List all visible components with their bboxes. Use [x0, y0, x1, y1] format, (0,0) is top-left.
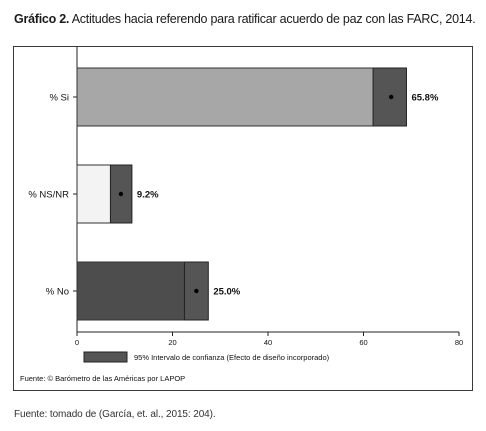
category-label: % Si — [49, 93, 69, 104]
x-tick-label: 60 — [359, 338, 367, 347]
bar-chart: 0 20 40 60 80 % Si 65.8% % NS/NR 9.2% % No 25.0% 95… — [28, 47, 463, 363]
x-tick-label: 20 — [168, 338, 176, 347]
data-label: 9.2% — [137, 190, 159, 201]
bar — [76, 261, 197, 321]
data-label: 65.8% — [411, 93, 438, 104]
legend-swatch — [83, 351, 128, 363]
category-label: % NS/NR — [28, 190, 69, 201]
point-estimate — [388, 94, 394, 100]
chart-source-note: Fuente: © Barómetro de las Américas por … — [20, 374, 186, 383]
x-tick-label: 80 — [455, 338, 463, 347]
data-label: 25.0% — [213, 287, 240, 298]
bar — [76, 67, 392, 127]
footer-source: Fuente: tomado de (García, et. al., 2015… — [14, 409, 216, 420]
point-estimate — [194, 288, 199, 294]
chart-caption: Gráfico 2. Actitudes hacia referendo par… — [14, 12, 480, 26]
category-label: % No — [46, 287, 69, 298]
caption-label: Gráfico 2. — [14, 12, 70, 26]
x-tick-label: 0 — [75, 338, 79, 347]
chart-frame: 0 20 40 60 80 % Si 65.8% % NS/NR 9.2% % No 25.0% 95… — [13, 46, 473, 391]
x-tick-label: 40 — [264, 338, 272, 347]
point-estimate — [118, 191, 124, 197]
caption-text: Actitudes hacia referendo para ratificar… — [71, 12, 476, 26]
legend-label: 95% Intervalo de confianza (Efecto de di… — [134, 353, 330, 362]
